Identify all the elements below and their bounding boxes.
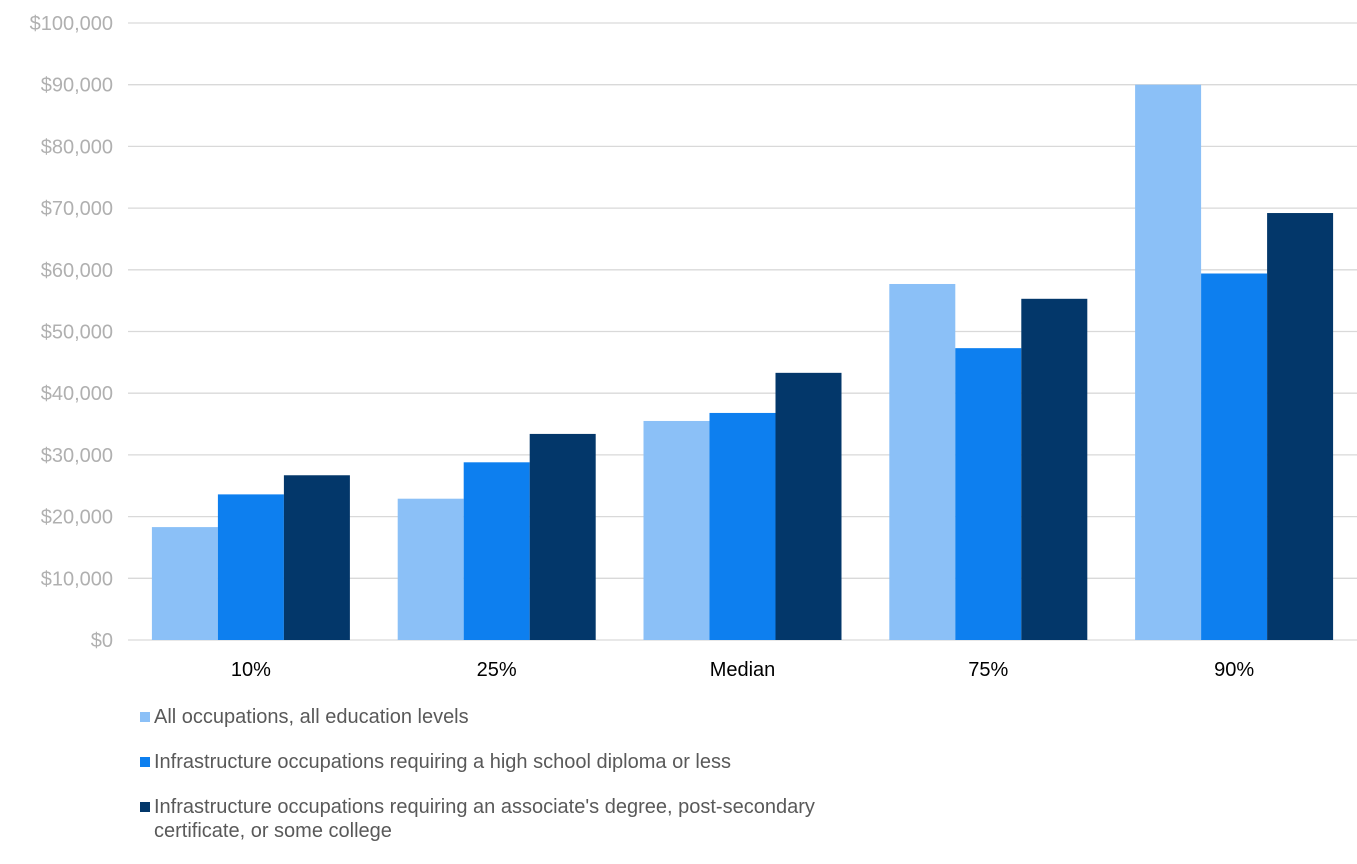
y-tick-label: $50,000 (41, 322, 113, 344)
bar-series-2-10pct (217, 494, 284, 640)
bar-series-2-75pct (955, 348, 1022, 640)
legend-swatch-high-school (140, 757, 150, 767)
x-axis-tick-labels: 10% 25% Median 75% 90% (231, 659, 1254, 681)
x-tick-label: 90% (1214, 659, 1254, 681)
legend: All occupations, all education levels In… (140, 705, 1040, 864)
bar-series-2-median (709, 412, 776, 640)
x-tick-label: 75% (968, 659, 1008, 681)
bar-series-2-90pct (1201, 273, 1268, 640)
x-tick-label: 25% (477, 659, 517, 681)
bar-series-1-90pct (1135, 84, 1202, 640)
y-tick-label: $90,000 (41, 75, 113, 97)
y-tick-label: $40,000 (41, 383, 113, 405)
bar-series-3-median (775, 372, 842, 640)
bar-series-1-median (643, 420, 710, 640)
bars (151, 84, 1334, 640)
legend-swatch-associates (140, 802, 150, 812)
bar-series-2-25pct (463, 462, 530, 640)
y-axis-tick-labels: $0 $10,000 $20,000 $30,000 $40,000 $50,000 $60… (30, 13, 113, 652)
x-tick-label: Median (710, 659, 776, 681)
bar-series-3-25pct (529, 433, 596, 640)
bar-series-3-75pct (1021, 298, 1088, 640)
legend-item-associates: Infrastructure occupations requiring an … (140, 795, 1040, 843)
y-tick-label: $30,000 (41, 445, 113, 467)
y-tick-label: $100,000 (30, 13, 113, 35)
y-tick-label: $0 (91, 630, 113, 652)
bar-series-3-90pct (1267, 213, 1334, 640)
y-tick-label: $20,000 (41, 507, 113, 529)
bar-series-1-25pct (397, 498, 464, 640)
bar-series-1-10pct (151, 527, 218, 640)
y-tick-label: $10,000 (41, 568, 113, 590)
y-tick-label: $80,000 (41, 136, 113, 158)
bar-series-1-75pct (889, 283, 956, 640)
bar-series-3-10pct (283, 475, 350, 640)
bar-chart: $0 $10,000 $20,000 $30,000 $40,000 $50,000 $60… (30, 13, 1357, 681)
legend-item-high-school: Infrastructure occupations requiring a h… (140, 750, 1040, 774)
legend-swatch-all-occupations (140, 712, 150, 722)
x-tick-label: 10% (231, 659, 271, 681)
legend-item-all-occupations: All occupations, all education levels (140, 705, 1040, 729)
legend-label-associates: Infrastructure occupations requiring an … (154, 796, 815, 842)
y-tick-label: $70,000 (41, 198, 113, 220)
y-tick-label: $60,000 (41, 260, 113, 282)
legend-label-high-school: Infrastructure occupations requiring a h… (154, 751, 731, 773)
legend-label-all-occupations: All occupations, all education levels (154, 706, 469, 728)
